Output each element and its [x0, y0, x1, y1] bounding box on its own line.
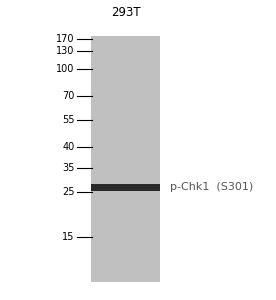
Text: 55: 55: [62, 115, 75, 125]
Text: 100: 100: [56, 64, 75, 74]
Text: 15: 15: [62, 232, 75, 242]
Text: 25: 25: [62, 187, 75, 197]
Text: p-Chk1  (S301): p-Chk1 (S301): [170, 182, 253, 192]
Bar: [91, 36, 160, 282]
Bar: [91, 184, 160, 191]
Text: 130: 130: [56, 46, 75, 56]
Text: 70: 70: [62, 91, 75, 101]
Text: 40: 40: [62, 142, 75, 152]
Text: 35: 35: [62, 163, 75, 173]
Text: 293T: 293T: [111, 7, 140, 20]
Text: 170: 170: [56, 34, 75, 44]
